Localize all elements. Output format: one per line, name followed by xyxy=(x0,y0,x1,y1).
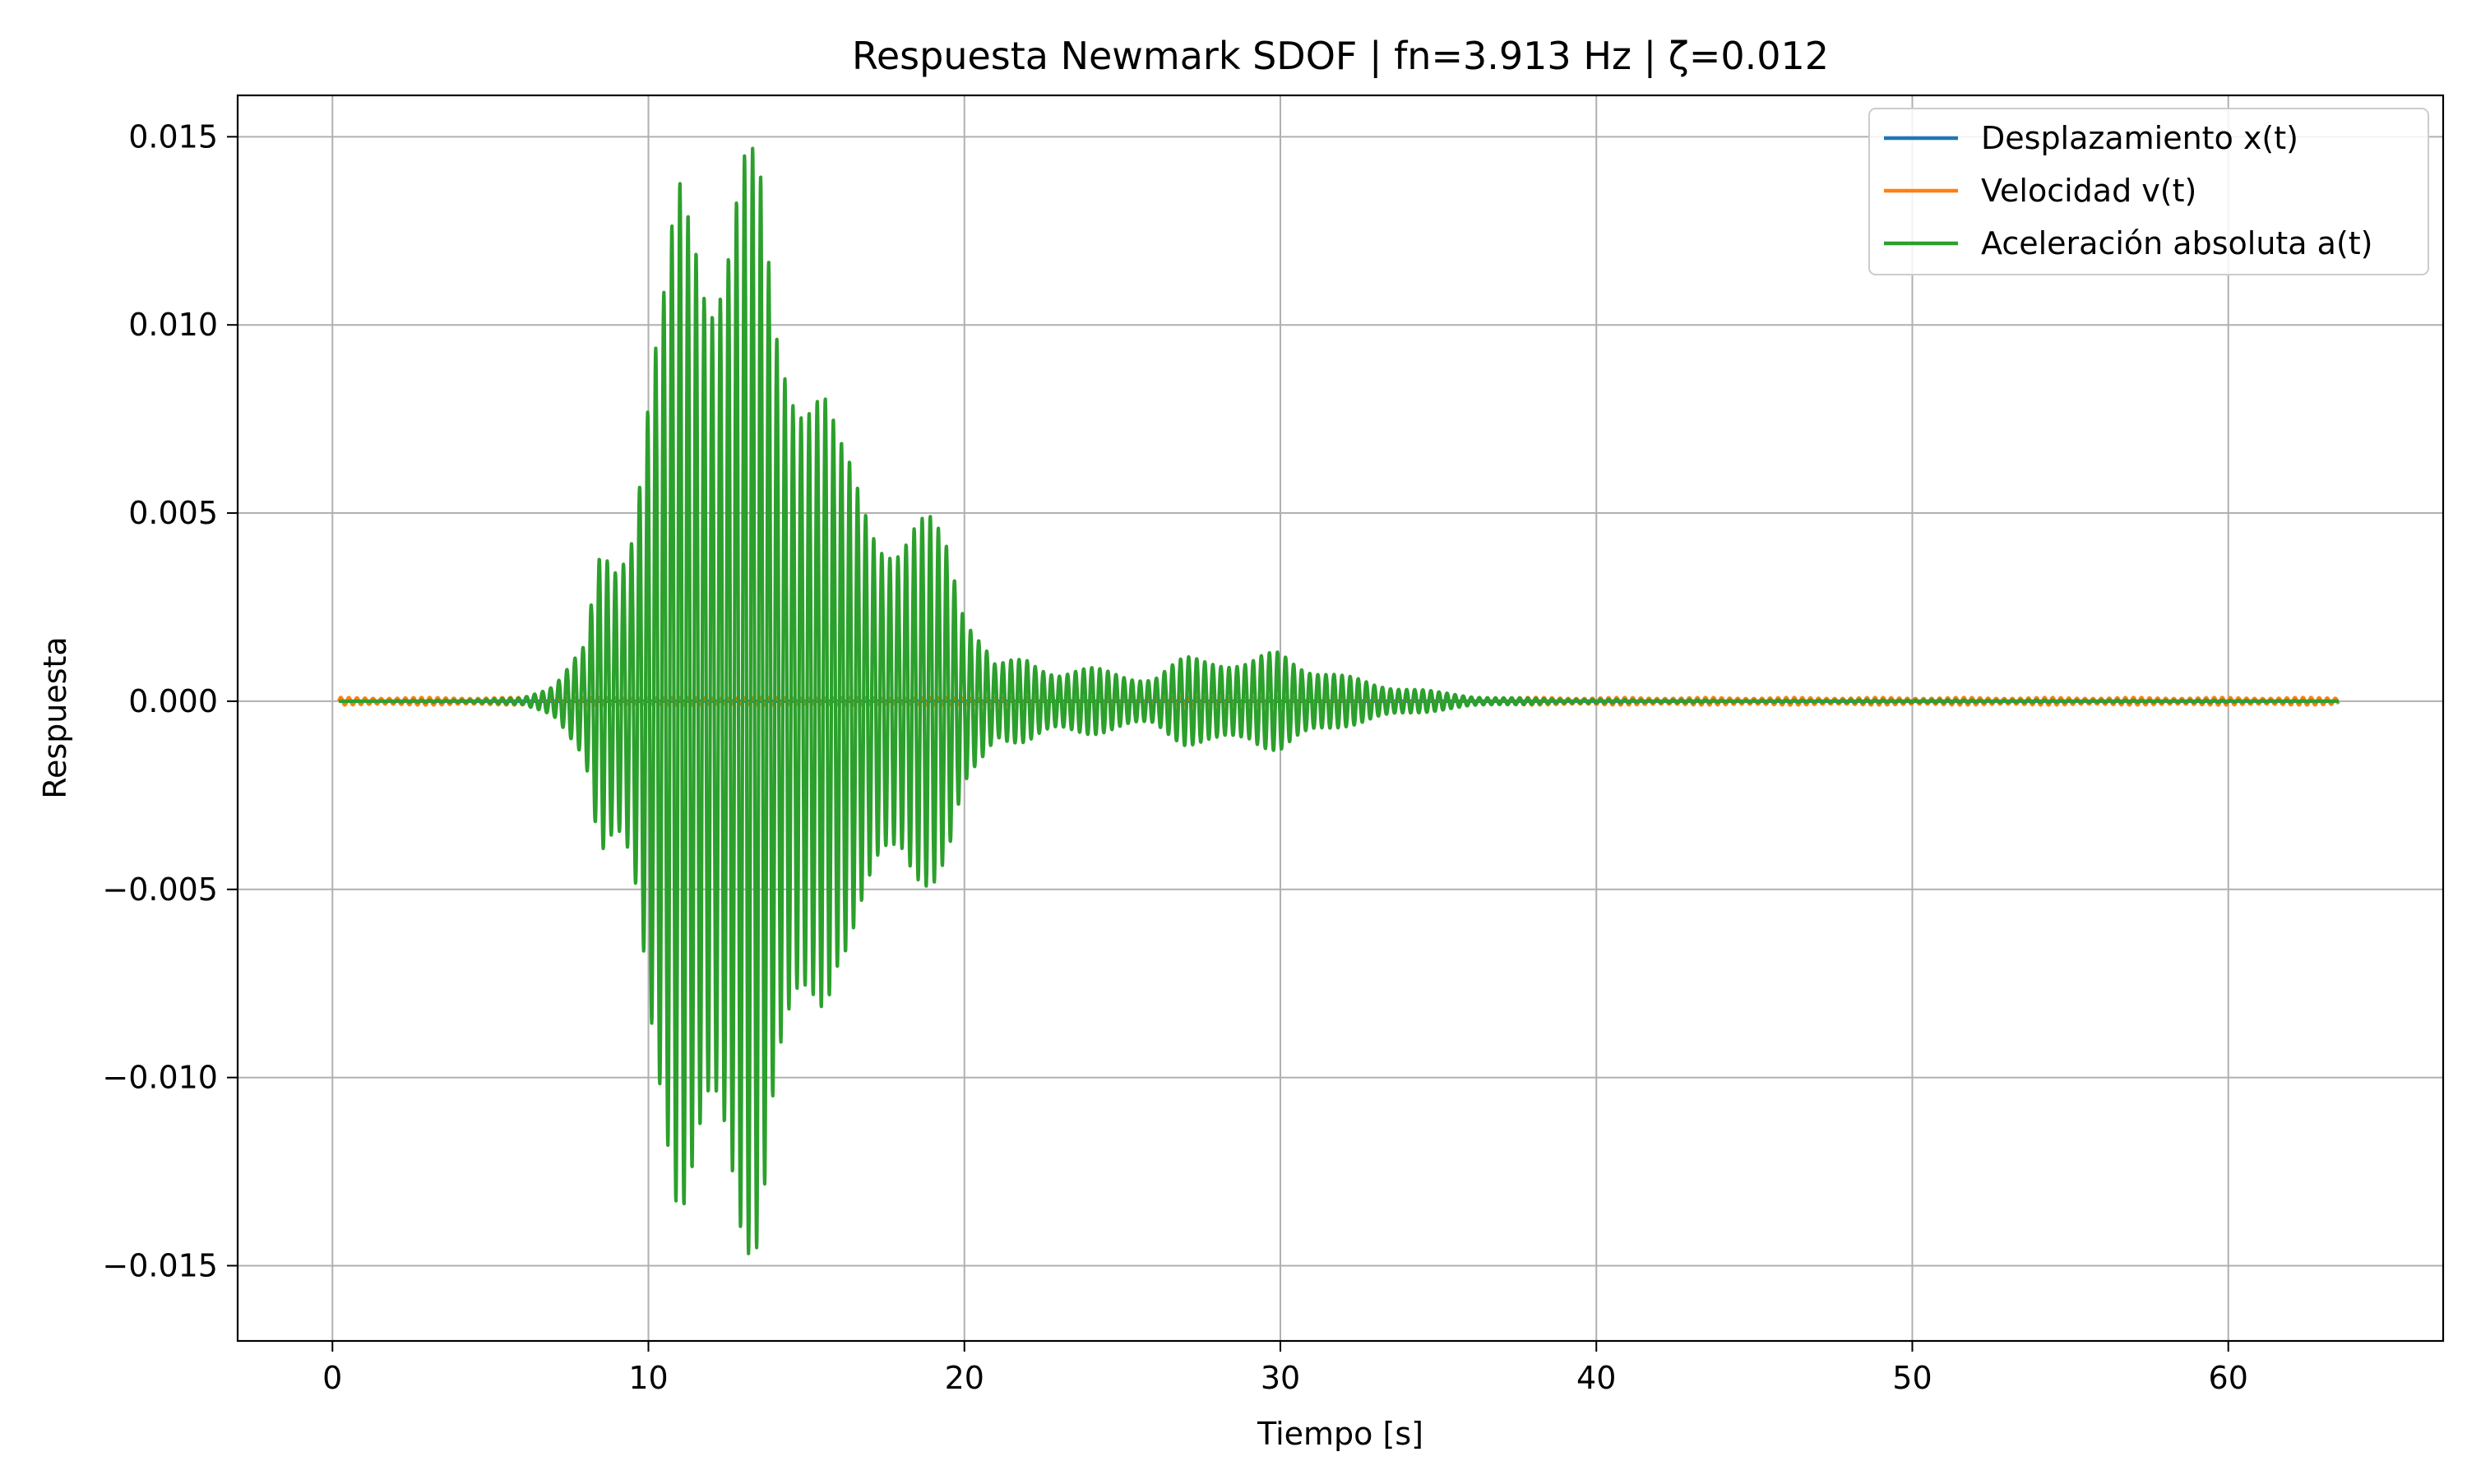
y-tick-label: −0.015 xyxy=(102,1247,218,1283)
legend: Desplazamiento x(t) Velocidad v(t) Acelera… xyxy=(1868,108,2429,275)
y-tick-label: 0.000 xyxy=(128,683,218,719)
x-tick-label: 20 xyxy=(945,1360,984,1396)
y-tick-label: −0.010 xyxy=(102,1060,218,1096)
series-layer xyxy=(337,146,2340,1255)
y-axis-label: Respuesta xyxy=(37,636,73,798)
x-tick-label: 30 xyxy=(1261,1360,1300,1396)
legend-label-0: Desplazamiento x(t) xyxy=(1981,120,2298,156)
plot-frame xyxy=(236,94,2445,1343)
x-tick-label: 50 xyxy=(1892,1360,1932,1396)
y-tick-label: 0.015 xyxy=(128,118,218,155)
x-tick-label: 40 xyxy=(1576,1360,1616,1396)
x-tick-label: 10 xyxy=(628,1360,668,1396)
legend-label-2: Aceleración absoluta a(t) xyxy=(1981,225,2373,261)
x-tick-label: 60 xyxy=(2209,1360,2248,1396)
legend-label-1: Velocidad v(t) xyxy=(1981,173,2196,209)
y-tick-label: −0.005 xyxy=(102,871,218,908)
chart-title: Respuesta Newmark SDOF | fn=3.913 Hz | ζ… xyxy=(852,34,1829,79)
series-line-2 xyxy=(337,146,2340,1255)
tick-layer: 0 10 20 30 40 50 60 −0.015 −0.010 −0.005 0.000 0.00… xyxy=(102,118,2248,1396)
y-tick-label: 0.005 xyxy=(128,495,218,531)
legend-box xyxy=(1868,108,2429,275)
x-axis-label: Tiempo [s] xyxy=(1257,1416,1423,1452)
x-tick-label: 0 xyxy=(322,1360,342,1396)
y-tick-label: 0.010 xyxy=(128,307,218,343)
